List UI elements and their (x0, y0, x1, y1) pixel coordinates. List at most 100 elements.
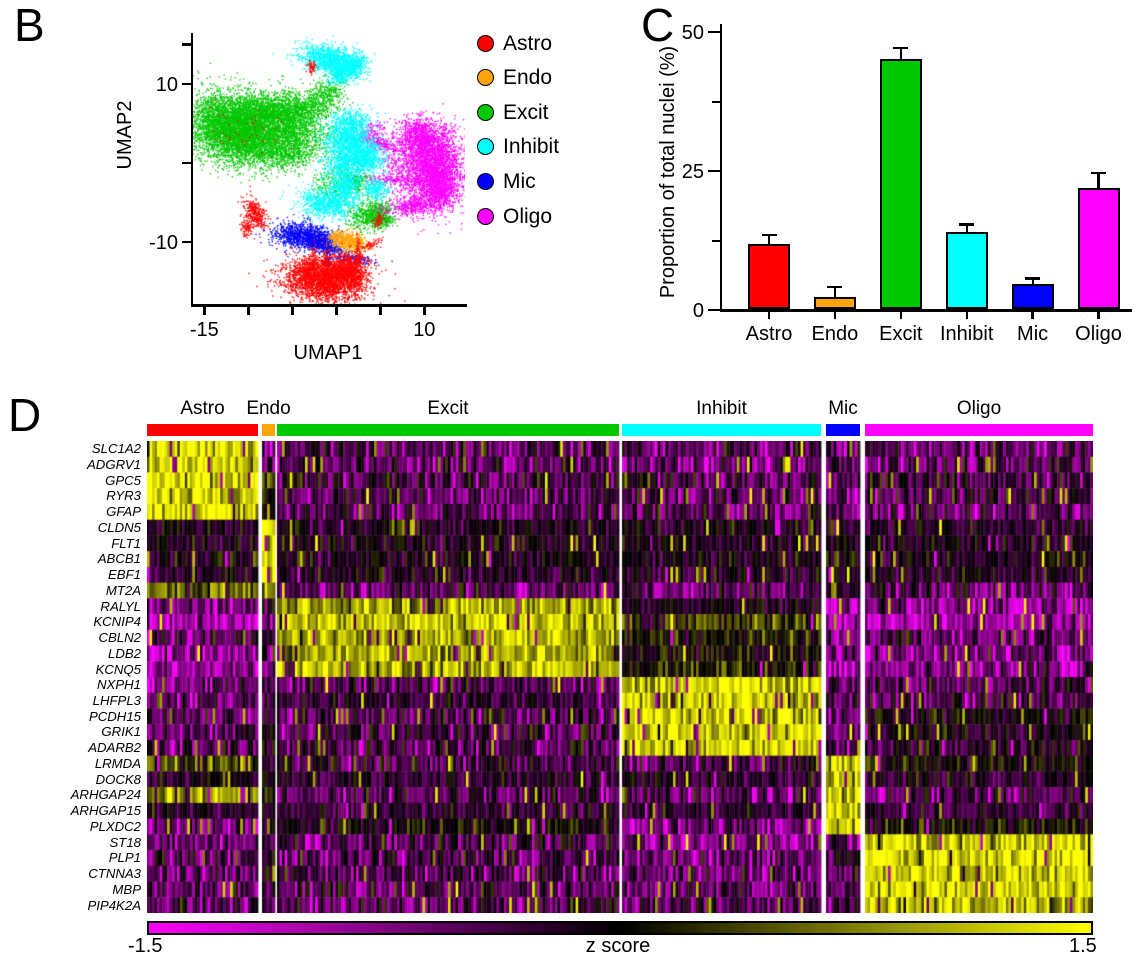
heatmap-category-label-mic: Mic (828, 398, 858, 419)
bar-x-tick (965, 311, 968, 319)
legend-item-mic: Mic (477, 164, 536, 198)
legend-item-astro: Astro (477, 26, 552, 60)
gene-label-gpc5: GPC5 (105, 472, 141, 488)
legend-label: Endo (503, 66, 553, 90)
umap-x-tick (335, 307, 338, 315)
gene-label-ldb2: LDB2 (108, 645, 141, 661)
legend-label: Inhibit (503, 135, 560, 159)
heatmap-category-bar-mic (826, 424, 860, 436)
error-bar-cap (893, 46, 909, 49)
umap-y-tick-label: 10 (155, 74, 178, 96)
bar-mic (1011, 283, 1054, 309)
gene-label-grik1: GRIK1 (101, 724, 141, 740)
legend-label: Mic (503, 169, 536, 193)
bar-x-label: Mic (1017, 323, 1049, 345)
gene-label-gfap: GFAP (106, 504, 141, 520)
colorbar-min-label: -1.5 (128, 935, 163, 957)
heatmap-category-bar-excit (277, 424, 619, 436)
error-bar-stem (1097, 172, 1100, 189)
colorbar-gradient (147, 921, 1093, 935)
gene-label-plp1: PLP1 (108, 850, 141, 866)
legend-swatch-endo (477, 69, 494, 87)
bar-endo (813, 296, 856, 309)
umap-y-tick-label: -10 (149, 232, 178, 254)
umap-y-axis-line (190, 33, 194, 307)
heatmap-category-bar-inhibit (622, 424, 821, 436)
panel-c-letter: C (641, 0, 675, 51)
gene-label-flt1: FLT1 (111, 535, 141, 551)
umap-x-tick (423, 307, 426, 315)
umap-x-axis-label: UMAP1 (293, 342, 363, 364)
bar-y-minor-tick (712, 239, 720, 242)
bar-y-tick-label: 50 (681, 22, 704, 45)
bar-y-minor-tick (712, 100, 720, 103)
bar-x-label: Inhibit (940, 323, 994, 345)
gene-label-arhgap24: ARHGAP24 (70, 787, 141, 803)
umap-x-tick (203, 307, 206, 315)
legend-swatch-mic (477, 172, 494, 190)
bar-x-label: Astro (745, 323, 793, 345)
gene-label-slc1a2: SLC1A2 (91, 441, 141, 457)
colorbar-title: z score (585, 935, 651, 957)
bar-x-axis-line (719, 309, 1132, 312)
gene-label-abcb1: ABCB1 (97, 551, 141, 567)
umap-y-axis-label: UMAP2 (114, 100, 136, 170)
legend-swatch-oligo (477, 207, 494, 225)
error-bar-cap (1025, 277, 1041, 280)
gene-label-pip4k2a: PIP4K2A (87, 897, 141, 913)
umap-y-tick (181, 43, 191, 46)
gene-label-mbp: MBP (112, 881, 141, 897)
bar-x-label: Endo (811, 323, 859, 345)
gene-label-arhgap15: ARHGAP15 (70, 803, 141, 819)
error-bar-stem (767, 235, 771, 244)
bar-x-tick (767, 311, 771, 319)
gene-label-ryr3: RYR3 (106, 488, 141, 504)
umap-y-tick (181, 240, 191, 244)
legend-item-endo: Endo (477, 61, 552, 95)
heatmap-category-bar-endo (262, 424, 275, 436)
gene-label-kcnq5: KCNQ5 (95, 661, 141, 677)
colorbar-max-label: 1.5 (1069, 935, 1097, 957)
gene-label-adgrv1: ADGRV1 (87, 457, 141, 472)
umap-x-axis-line (190, 304, 467, 307)
bar-astro (748, 243, 790, 309)
error-bar-cap (959, 223, 975, 226)
legend-label: Excit (503, 100, 549, 124)
panel-b-letter: B (14, 0, 45, 51)
umap-x-tick-label: 10 (413, 319, 436, 341)
bar-y-tick-label: 25 (681, 161, 704, 184)
heatmap-category-label-astro: Astro (180, 398, 225, 419)
bar-x-label: Excit (879, 323, 923, 345)
bar-excit (879, 58, 922, 309)
bar-y-tick (708, 170, 720, 173)
bar-inhibit (945, 231, 988, 309)
legend-swatch-inhibit (477, 138, 494, 156)
heatmap-category-bar-astro (147, 424, 258, 436)
legend-item-excit: Excit (477, 95, 549, 129)
legend-item-oligo: Oligo (477, 199, 552, 233)
gene-label-pcdh15: PCDH15 (88, 708, 141, 724)
gene-label-kcnip4: KCNIP4 (93, 614, 141, 630)
gene-label-mt2a: MT2A (105, 582, 141, 598)
gene-label-nxph1: NXPH1 (97, 677, 141, 693)
umap-scatter-canvas (193, 34, 465, 305)
gene-label-st18: ST18 (109, 834, 141, 850)
heatmap-category-bar-oligo (865, 424, 1093, 436)
bar-oligo (1077, 188, 1120, 309)
gene-label-cbln2: CBLN2 (98, 630, 141, 646)
gene-label-plxdc2: PLXDC2 (89, 818, 141, 834)
error-bar-stem (1031, 278, 1034, 284)
error-bar-cap (761, 233, 777, 237)
gene-label-lrmda: LRMDA (94, 755, 141, 771)
bar-x-tick (899, 311, 902, 319)
bar-y-tick (708, 31, 720, 34)
error-bar-stem (833, 286, 836, 297)
bar-x-tick (1097, 311, 1100, 319)
umap-y-tick (181, 161, 191, 165)
umap-y-tick (181, 82, 191, 86)
heatmap-category-label-inhibit: Inhibit (696, 398, 747, 419)
legend-swatch-excit (477, 103, 494, 121)
gene-label-cldn5: CLDN5 (97, 519, 141, 535)
legend-label: Oligo (503, 204, 553, 228)
